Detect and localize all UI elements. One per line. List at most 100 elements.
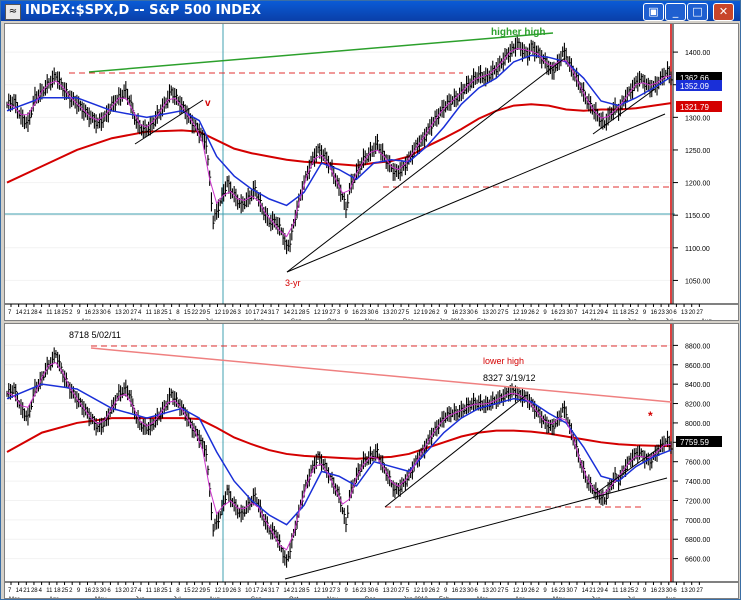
x-day-label: 16	[452, 588, 459, 594]
title-bar[interactable]: ≈ INDEX:$SPX,D -- S&P 500 INDEX ▣ _ □ ✕	[1, 1, 740, 21]
x-day-label: 13	[482, 588, 489, 594]
x-day-label: 13	[383, 588, 390, 594]
x-month-label: Jun	[591, 597, 601, 598]
x-day-label: 5	[306, 310, 310, 316]
x-day-label: 9	[543, 310, 547, 316]
x-day-label: 30	[367, 588, 374, 594]
x-day-label: 16	[551, 588, 558, 594]
x-day-label: 13	[115, 310, 122, 316]
x-day-label: 1	[169, 588, 173, 594]
x-day-label: 28	[31, 310, 38, 316]
x-day-label: 12	[215, 588, 222, 594]
x-day-label: 14	[283, 310, 290, 316]
y-tick-label: 8400.00	[685, 382, 710, 389]
y-tick-label: 1300.00	[685, 115, 710, 122]
x-month-label: Feb	[439, 597, 450, 598]
x-month-label: Apr	[515, 597, 524, 598]
x-day-label: 9	[643, 588, 647, 594]
x-day-label: 20	[390, 310, 397, 316]
x-day-label: 3	[337, 310, 341, 316]
x-day-label: 5	[306, 588, 310, 594]
x-day-label: 6	[475, 310, 479, 316]
x-day-label: 4	[39, 588, 43, 594]
x-month-label: Jul	[205, 319, 213, 320]
x-day-label: 27	[696, 310, 703, 316]
price-last-badge	[676, 72, 722, 83]
x-day-label: 6	[107, 310, 111, 316]
x-month-label: May	[591, 319, 602, 320]
x-month-label: Aug	[209, 597, 220, 598]
x-day-label: 15	[184, 588, 191, 594]
x-month-label: Feb	[477, 319, 488, 320]
x-month-label: Aug	[253, 319, 264, 320]
x-day-label: 27	[398, 310, 405, 316]
x-day-label: 11	[46, 310, 53, 316]
trendline-long-bottom	[284, 477, 668, 580]
x-day-label: 13	[681, 588, 688, 594]
minimize-button[interactable]: _	[665, 3, 686, 21]
x-day-label: 22	[192, 310, 199, 316]
indicator-last-badge	[676, 436, 722, 447]
close-button[interactable]: ✕	[713, 3, 734, 21]
x-day-label: 21	[23, 310, 30, 316]
x-day-label: 23	[658, 310, 665, 316]
magenta-moving-average	[6, 47, 672, 238]
x-day-label: 3	[337, 588, 341, 594]
y-tick-label: 1200.00	[685, 181, 710, 188]
x-day-label: 20	[390, 588, 397, 594]
x-day-label: 6	[475, 588, 479, 594]
second-peak-label: 8327 3/19/12	[483, 373, 536, 383]
y-tick-label: 1400.00	[685, 50, 710, 57]
x-day-label: 2	[635, 310, 639, 316]
x-day-label: 11	[612, 310, 619, 316]
x-day-label: 11	[46, 588, 53, 594]
x-day-label: 20	[689, 310, 696, 316]
x-day-label: 23	[92, 588, 99, 594]
x-day-label: 19	[520, 310, 527, 316]
x-day-label: 13	[482, 310, 489, 316]
x-day-label: 12	[314, 310, 321, 316]
x-day-label: 23	[559, 310, 566, 316]
x-day-label: 27	[130, 588, 137, 594]
x-day-label: 12	[513, 588, 520, 594]
x-day-label: 28	[31, 588, 38, 594]
y-tick-label: 7600.00	[685, 460, 710, 467]
x-month-label: Oct	[289, 597, 299, 598]
x-day-label: 21	[291, 588, 298, 594]
x-day-label: 26	[230, 310, 237, 316]
x-day-label: 20	[490, 588, 497, 594]
x-day-label: 10	[245, 310, 252, 316]
x-day-label: 19	[322, 588, 329, 594]
x-day-label: 23	[459, 310, 466, 316]
x-day-label: 30	[100, 588, 107, 594]
x-day-label: 2	[635, 588, 639, 594]
y-tick-label: 8000.00	[685, 421, 710, 428]
x-day-label: 14	[283, 588, 290, 594]
blue-ma-badge	[676, 80, 722, 91]
x-day-label: 2	[536, 310, 540, 316]
x-day-label: 7	[574, 588, 578, 594]
x-day-label: 3	[237, 588, 241, 594]
price-panel: higher high 3-yr v 1050.00 1100.00 1150.00…	[4, 23, 739, 325]
x-day-label: 25	[62, 588, 69, 594]
restore-button[interactable]: ▣	[643, 3, 664, 21]
x-day-label: 9	[543, 588, 547, 594]
x-day-label: 21	[291, 310, 298, 316]
maximize-button[interactable]: □	[687, 3, 708, 21]
x-day-label: 6	[673, 310, 677, 316]
x-day-label: 23	[92, 310, 99, 316]
x-day-label: 16	[84, 588, 91, 594]
x-day-label: 16	[650, 588, 657, 594]
trendline-2011	[134, 99, 204, 145]
x-day-label: 26	[429, 588, 436, 594]
red-ma-badge	[676, 101, 722, 112]
y-tick-label: 7000.00	[685, 518, 710, 525]
x-month-label: Jun	[627, 319, 637, 320]
x-day-label: 27	[398, 588, 405, 594]
higher-high-trendline	[88, 32, 554, 73]
x-month-label: Jan 2012	[403, 597, 428, 598]
x-day-label: 17	[253, 588, 260, 594]
x-month-label: Sep	[251, 597, 262, 598]
x-day-label: 27	[497, 310, 504, 316]
trendline-long	[286, 113, 666, 273]
